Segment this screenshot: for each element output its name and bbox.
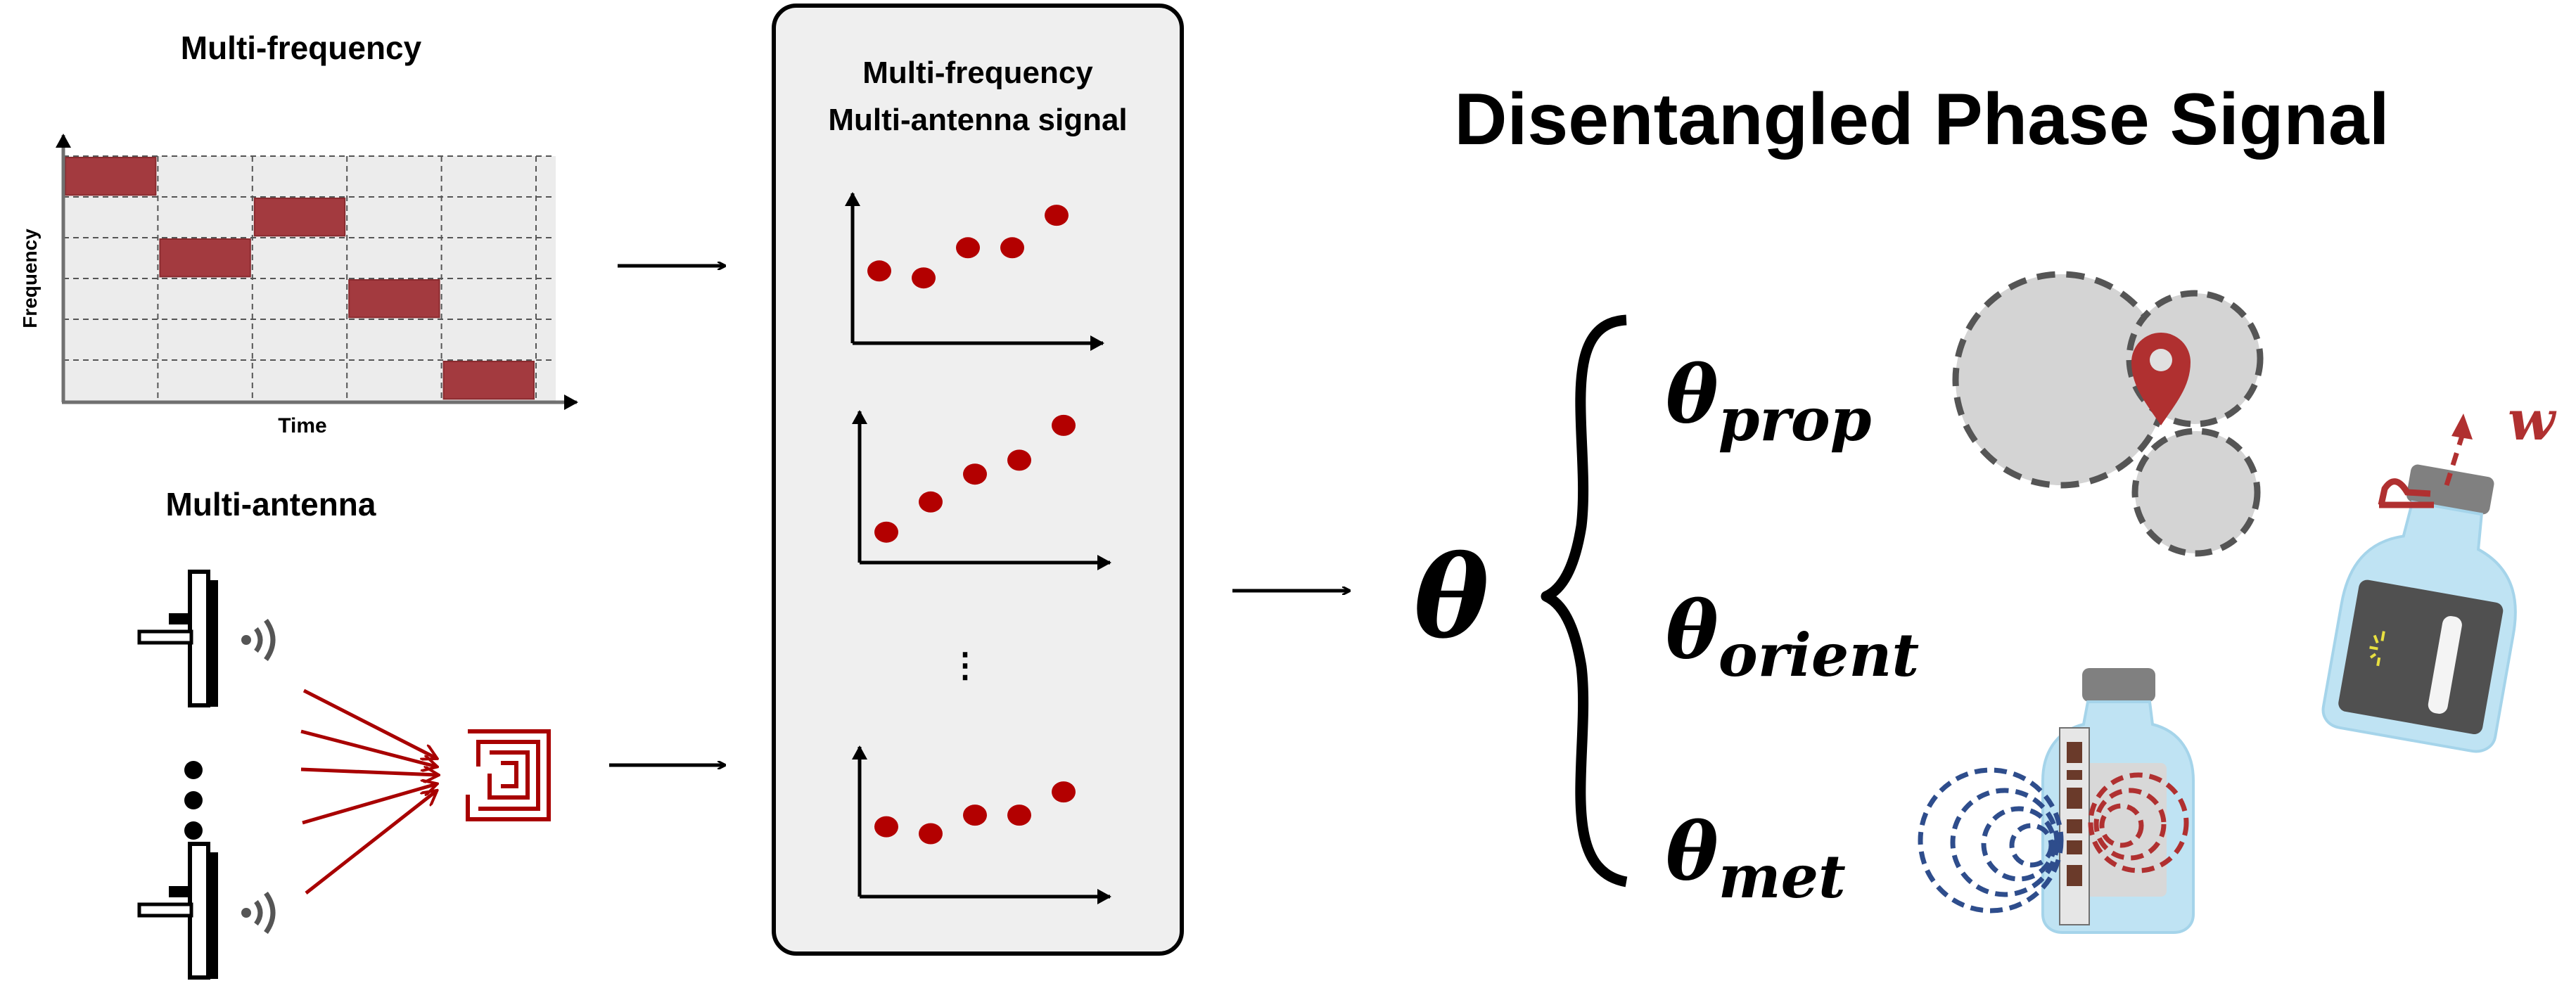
theta-symbol: θ [1414, 531, 1489, 663]
location-pin-icon [2131, 333, 2191, 425]
frequency-block-2 [159, 238, 251, 278]
signal-point [867, 260, 891, 282]
frequency-block-4 [348, 279, 440, 319]
signal-point [1007, 449, 1031, 471]
signal-box-ellipsis: ⋮ [948, 647, 982, 684]
frequency-grid [63, 155, 556, 401]
frequency-panel-title: Multi-frequency [181, 30, 422, 66]
curly-brace [1541, 314, 1628, 887]
signal-point [1000, 237, 1024, 259]
signal-point [1045, 205, 1069, 226]
signal-box-title-line2: Multi-antenna signal [828, 103, 1127, 137]
frequency-axis-label: Frequency [19, 229, 41, 328]
frequency-panel: Multi-frequency Frequency Time [19, 30, 578, 437]
antenna-panel: Multi-antenna [137, 486, 551, 980]
signal-point [919, 491, 943, 513]
antenna-signal-rays [300, 688, 438, 895]
localization-icon [1952, 271, 2264, 557]
antenna-panel-title: Multi-antenna [166, 486, 376, 523]
theta-met: θmet [1666, 806, 1846, 911]
output-heading: Disentangled Phase Signal [1454, 79, 2389, 160]
signal-point [912, 267, 936, 289]
frequency-block-5 [442, 361, 535, 400]
orientation-bottle-icon [2321, 464, 2517, 753]
signal-point [963, 805, 987, 826]
signal-point [1052, 781, 1076, 803]
signal-box-title-line1: Multi-frequency [862, 56, 1093, 90]
signal-plot-3 [852, 745, 1111, 904]
antenna-icon-bottom [137, 842, 276, 980]
signal-point [874, 521, 898, 543]
orientation-label: w [2508, 389, 2557, 453]
material-bottle-icon [2041, 668, 2195, 934]
signal-box: Multi-frequency Multi-antenna signal ⋮ [772, 4, 1184, 956]
signal-plot-1 [845, 192, 1104, 351]
theta-orient: θorient [1666, 584, 1919, 690]
signal-point [919, 823, 943, 845]
theta-prop: θprop [1666, 349, 1871, 454]
magnetic-field-blue-icon [1918, 767, 2064, 914]
frequency-blocks [65, 157, 535, 400]
rfid-tag-icon [466, 729, 551, 821]
antenna-icon-top [137, 570, 276, 707]
signal-point [874, 816, 898, 838]
signal-point [963, 463, 987, 485]
frequency-block-1 [65, 157, 157, 196]
signal-plots [845, 192, 1111, 904]
orientation-axes [2378, 414, 2473, 508]
frequency-block-3 [253, 198, 346, 237]
magnetic-field-red-icon [2088, 772, 2189, 873]
signal-point [956, 237, 980, 259]
signal-plot-2 [852, 410, 1111, 570]
output-section: Disentangled Phase Signal θ θprop θorien… [1414, 79, 2557, 934]
signal-point [1007, 805, 1031, 826]
signal-point [1052, 414, 1076, 436]
time-axis-label: Time [278, 414, 326, 437]
antenna-ellipsis [184, 761, 203, 840]
